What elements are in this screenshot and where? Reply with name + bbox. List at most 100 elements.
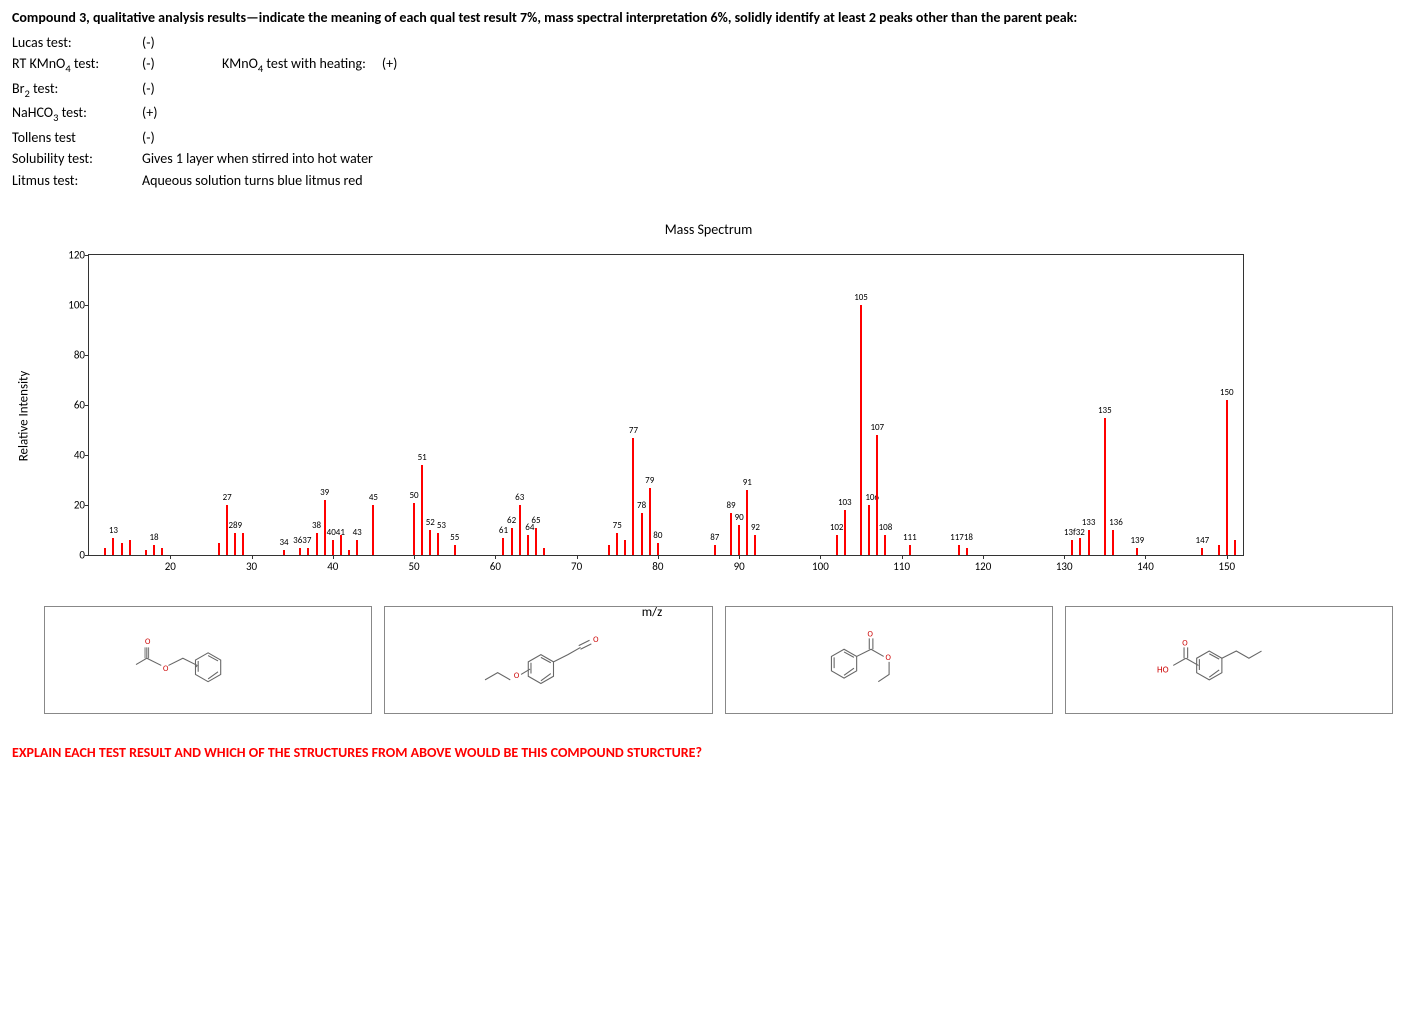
peak-bar <box>1079 538 1081 556</box>
peak-bar <box>511 528 513 556</box>
peak-bar <box>754 535 756 555</box>
peak-bar <box>714 545 716 555</box>
peak-bar <box>234 533 236 556</box>
peak-label: 108 <box>879 522 893 533</box>
kmno4-heat-label: KMnO4 test with heating: <box>222 53 374 77</box>
x-tick: 30 <box>246 560 257 573</box>
peak-label: 39 <box>320 487 329 498</box>
litmus-result: Aqueous solution turns blue litmus red <box>142 170 405 192</box>
peak-bar <box>1201 548 1203 556</box>
peak-bar <box>356 540 358 555</box>
svg-text:O: O <box>885 653 891 663</box>
kmno4-rt-label: RT KMnO4 test: <box>12 53 142 77</box>
peak-label: 51 <box>418 452 427 463</box>
peak-bar <box>1104 418 1106 556</box>
structure-ethyl-benzoic-acid: HO O <box>1065 606 1393 714</box>
peak-label: 103 <box>838 497 852 508</box>
tollens-row: Tollens test (-) <box>12 127 405 149</box>
tollens-label: Tollens test <box>12 127 142 149</box>
x-tick: 40 <box>327 560 338 573</box>
peak-bar <box>218 543 220 556</box>
peak-bar <box>624 540 626 555</box>
peak-label: 13 <box>109 525 118 536</box>
peak-label: 150 <box>1220 387 1234 398</box>
peak-bar <box>746 490 748 555</box>
molecule-icon: O O <box>799 615 979 705</box>
x-tick: 70 <box>571 560 582 573</box>
peak-bar <box>104 548 106 556</box>
peak-label: 105 <box>854 292 868 303</box>
peak-bar <box>738 525 740 555</box>
peak-label: 102 <box>830 522 844 533</box>
peak-bar <box>1234 540 1236 555</box>
y-tick: 120 <box>59 249 85 262</box>
peak-bar <box>641 513 643 556</box>
peak-label: 136 <box>1109 517 1123 528</box>
peak-label: 90 <box>735 512 744 523</box>
peak-bar <box>1071 540 1073 555</box>
peak-label: 34 <box>279 537 288 548</box>
mass-spectrum-chart: Relative Intensity 020406080100120203040… <box>52 246 1252 586</box>
peak-bar <box>730 513 732 556</box>
peak-label: 78 <box>637 500 646 511</box>
test-table: Lucas test: (-) RT KMnO4 test: (-) KMnO4… <box>12 32 405 192</box>
peak-label: 52 <box>426 517 435 528</box>
molecule-icon: O O <box>118 615 298 705</box>
peak-label: 89 <box>726 500 735 511</box>
solubility-row: Solubility test: Gives 1 layer when stir… <box>12 148 405 170</box>
peak-bar <box>283 550 285 555</box>
peak-label: 92 <box>751 522 760 533</box>
peak-bar <box>649 488 651 556</box>
nahco3-label: NaHCO3 test: <box>12 102 142 126</box>
br2-row: Br2 test: (-) <box>12 78 405 102</box>
svg-text:O: O <box>867 630 873 640</box>
peak-label: 11718 <box>950 532 973 543</box>
x-tick: 110 <box>893 560 910 573</box>
peak-bar <box>527 535 529 555</box>
molecule-icon: O O <box>458 615 638 705</box>
peak-label: 61 <box>499 525 508 536</box>
peak-bar <box>632 438 634 556</box>
peak-label: 77 <box>629 425 638 436</box>
peak-bar <box>502 538 504 556</box>
svg-text:O: O <box>163 664 169 674</box>
peak-bar <box>429 530 431 555</box>
peak-label: 289 <box>228 520 242 531</box>
peak-label: 4041 <box>327 527 345 538</box>
y-tick: 80 <box>59 349 85 362</box>
peak-bar <box>421 465 423 555</box>
svg-text:O: O <box>593 635 599 645</box>
peak-bar <box>332 540 334 555</box>
peak-bar <box>129 540 131 555</box>
peak-bar <box>860 305 862 555</box>
svg-text:O: O <box>1182 639 1188 649</box>
nahco3-row: NaHCO3 test: (+) <box>12 102 405 126</box>
peak-bar <box>413 503 415 556</box>
peak-bar <box>153 545 155 555</box>
peak-label: 80 <box>653 530 662 541</box>
litmus-row: Litmus test: Aqueous solution turns blue… <box>12 170 405 192</box>
peak-bar <box>161 548 163 556</box>
plot-area: 0204060801001202030405060708090100110120… <box>88 254 1244 556</box>
peak-bar <box>608 545 610 555</box>
peak-bar <box>836 535 838 555</box>
peak-bar <box>1112 530 1114 555</box>
peak-bar <box>454 545 456 555</box>
peak-label: 107 <box>870 422 884 433</box>
peak-bar <box>324 500 326 555</box>
litmus-label: Litmus test: <box>12 170 142 192</box>
structures-row: O O O O <box>44 606 1393 714</box>
peak-bar <box>543 548 545 556</box>
x-tick: 150 <box>1218 560 1235 573</box>
peak-bar <box>340 535 342 555</box>
peak-label: 91 <box>743 477 752 488</box>
br2-label: Br2 test: <box>12 78 142 102</box>
kmno4-heat-result: (+) <box>374 53 405 77</box>
structure-benzyl-acetate: O O <box>44 606 372 714</box>
peak-bar <box>909 545 911 555</box>
peak-label: 38 <box>312 520 321 531</box>
peak-bar <box>535 528 537 556</box>
peak-bar <box>437 533 439 556</box>
peak-label: 87 <box>710 532 719 543</box>
peak-bar <box>868 505 870 555</box>
